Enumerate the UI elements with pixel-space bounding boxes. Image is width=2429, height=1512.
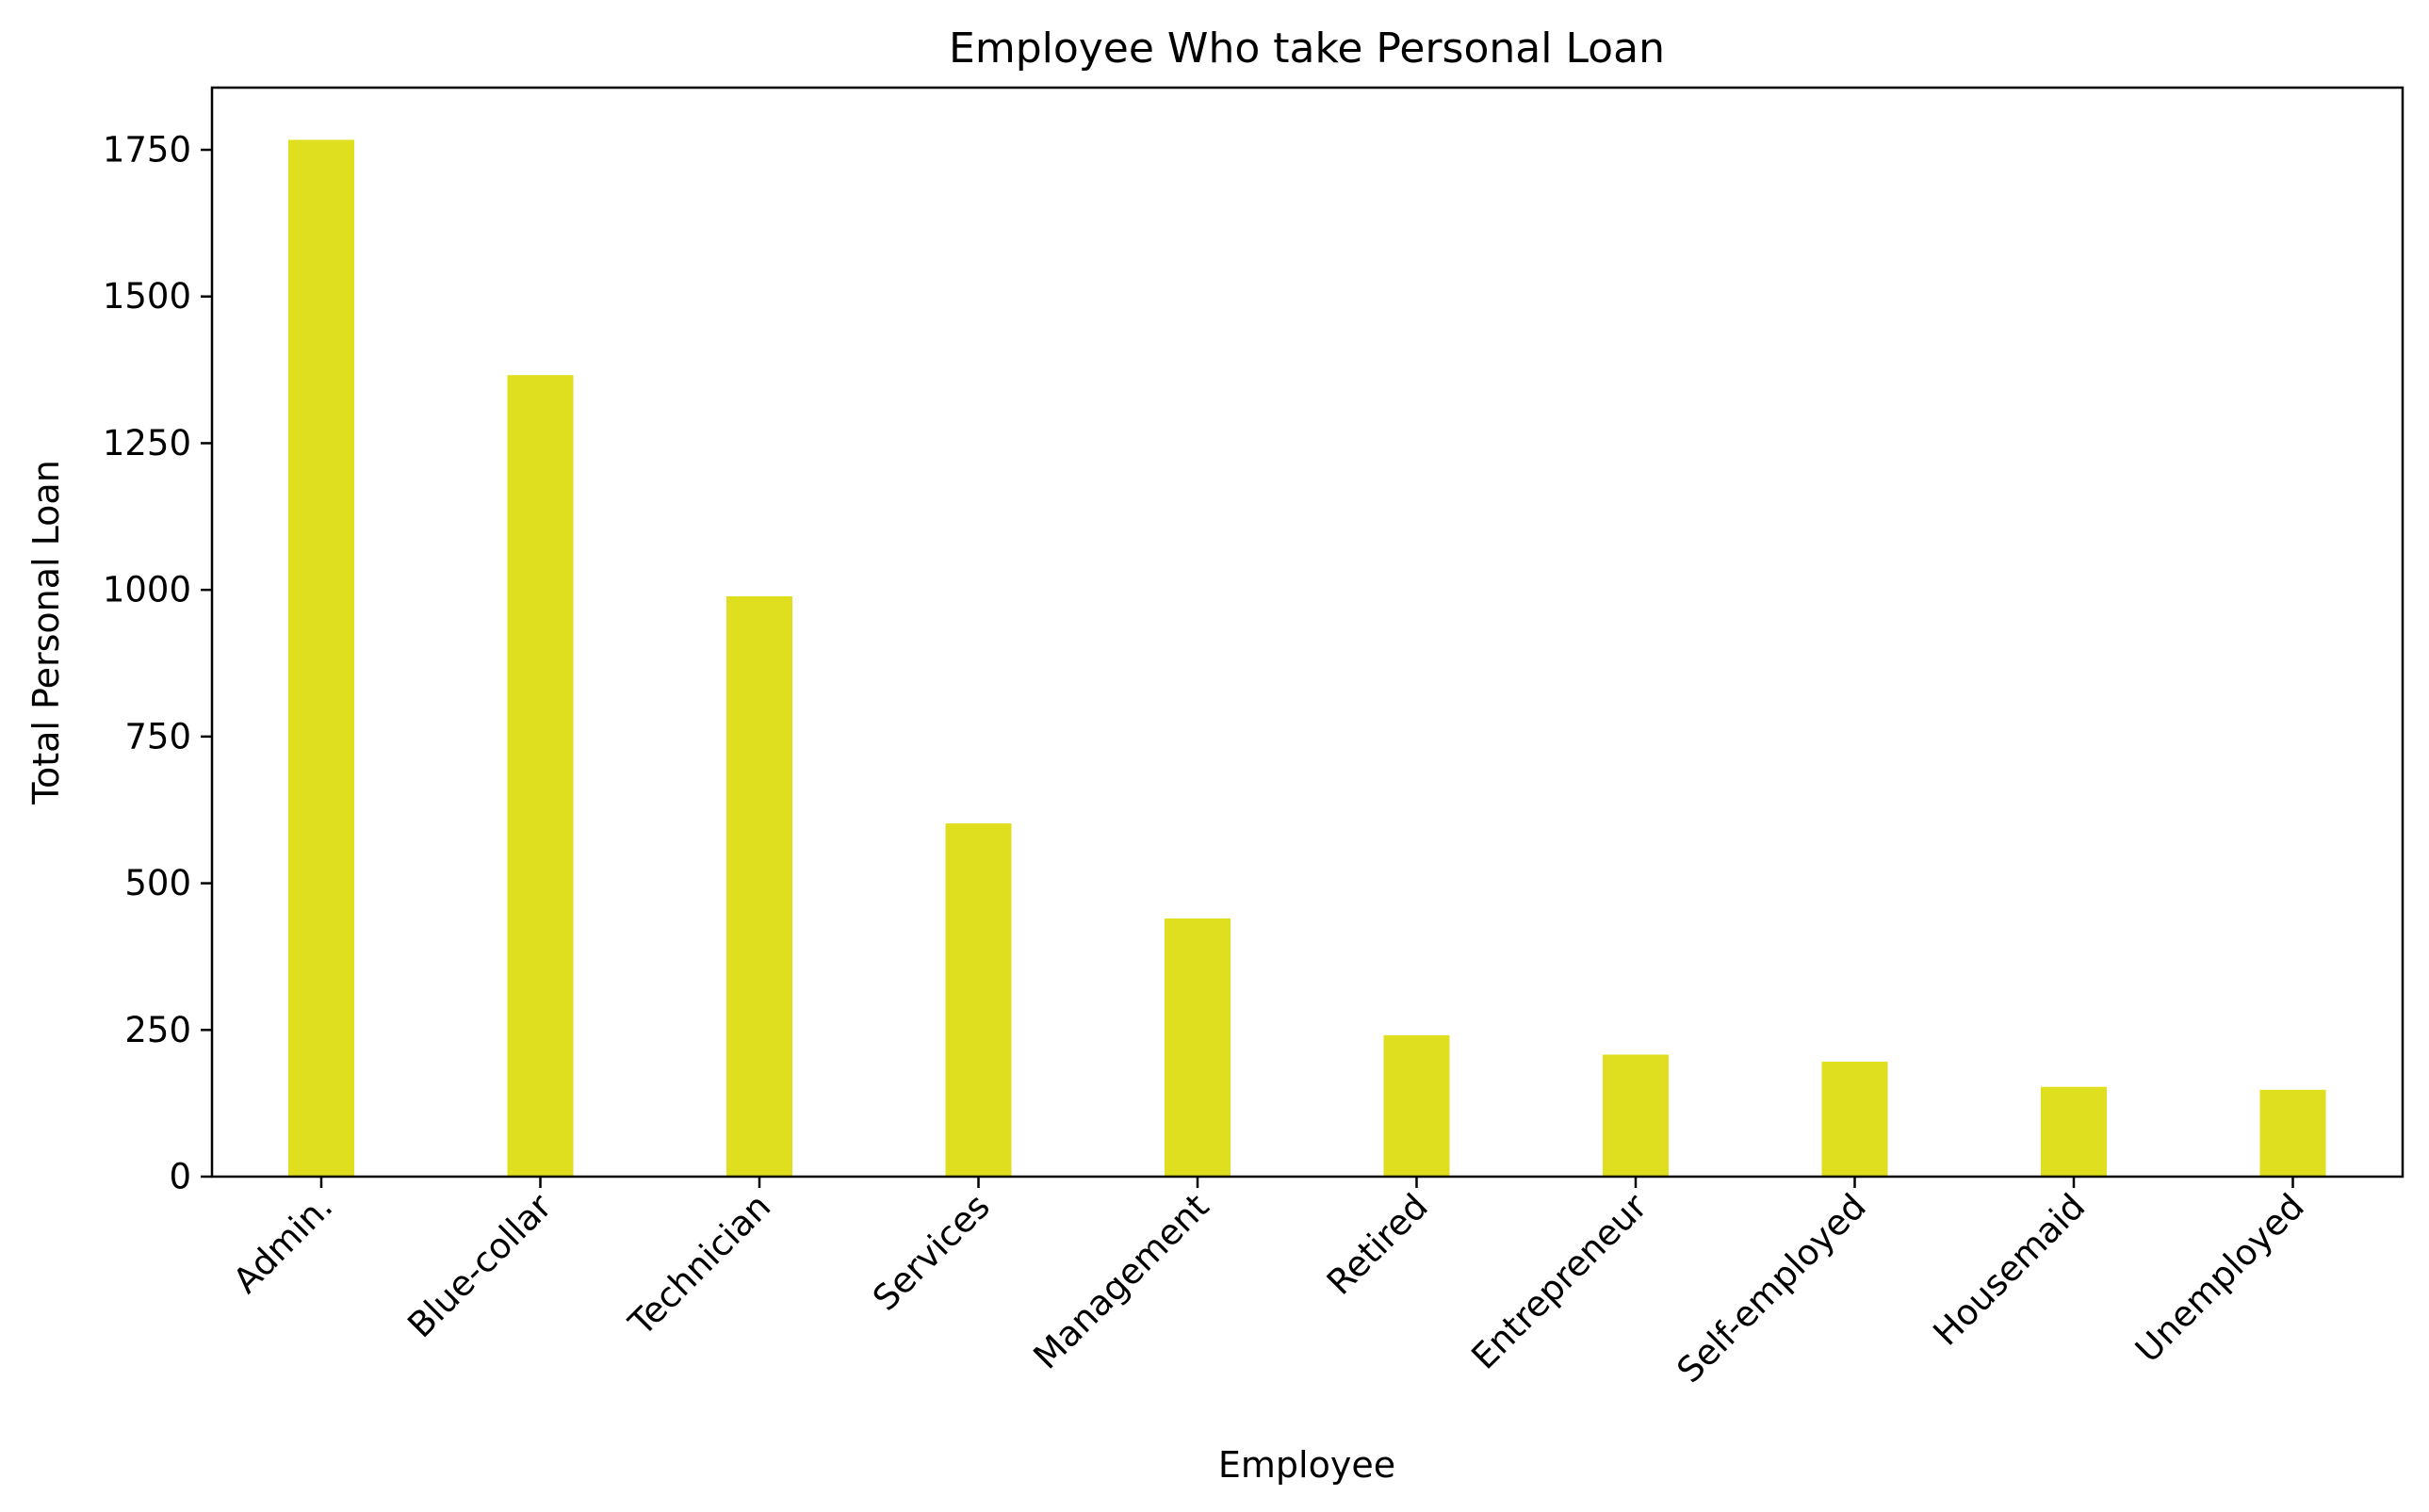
x-tick-label-technician: Technician <box>621 1186 779 1344</box>
x-tick-label-entrepreneur: Entrepreneur <box>1463 1185 1655 1377</box>
y-axis-label: Total Personal Loan <box>25 460 67 805</box>
bar-retired <box>1383 1034 1450 1177</box>
x-tick-label-self-employed: Self-employed <box>1670 1186 1874 1390</box>
x-tick-label-unemployed: Unemployed <box>2127 1186 2312 1371</box>
y-tick-label-1750: 1750 <box>103 130 191 171</box>
plot-frame <box>210 86 2405 1179</box>
bar-blue-collar <box>507 375 574 1177</box>
bars-group <box>288 139 2326 1177</box>
x-axis-label: Employee <box>1218 1444 1395 1486</box>
y-tick-label-1500: 1500 <box>103 276 191 317</box>
bar-admin <box>288 139 354 1177</box>
y-tick-label-250: 250 <box>124 1010 191 1050</box>
x-tick-label-blue-collar: Blue-collar <box>399 1185 560 1345</box>
bar-services <box>945 823 1012 1177</box>
x-tick-label-retired: Retired <box>1319 1186 1436 1303</box>
bar-management <box>1165 918 1231 1177</box>
y-axis-ticks: 0 250 500 750 1000 1250 1500 1750 <box>103 130 212 1197</box>
bar-entrepreneur <box>1603 1054 1669 1177</box>
x-tick-label-housemaid: Housemaid <box>1926 1186 2094 1354</box>
y-tick-label-500: 500 <box>124 863 191 903</box>
bar-unemployed <box>2259 1089 2326 1177</box>
bar-technician <box>726 596 792 1177</box>
bar-self-employed <box>1821 1061 1888 1177</box>
x-tick-label-management: Management <box>1026 1186 1217 1377</box>
y-tick-label-750: 750 <box>124 716 191 756</box>
chart-title: Employee Who take Personal Loan <box>949 24 1665 73</box>
bar-housemaid <box>2041 1086 2107 1177</box>
x-tick-label-admin: Admin. <box>225 1186 340 1301</box>
x-tick-label-services: Services <box>865 1186 998 1319</box>
x-axis-ticks: Admin. Blue-collar Technician Services Manag… <box>225 1177 2312 1390</box>
y-tick-label-0: 0 <box>169 1157 191 1197</box>
y-tick-label-1250: 1250 <box>103 423 191 463</box>
y-tick-label-1000: 1000 <box>103 570 191 610</box>
